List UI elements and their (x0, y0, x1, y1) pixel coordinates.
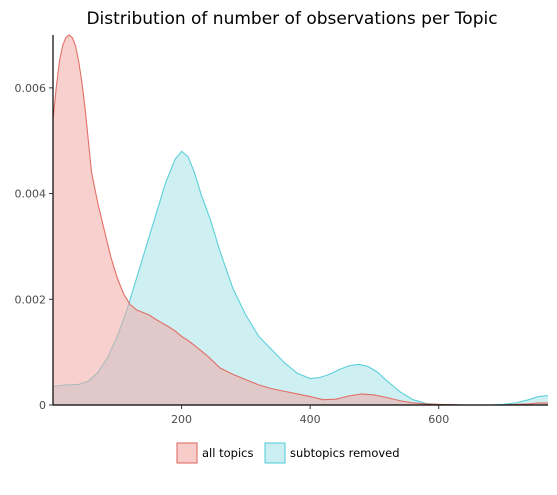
legend: all topics subtopics removed (176, 442, 400, 464)
y-tick-label: 0.002 (15, 293, 47, 306)
legend-label-subtopics-removed: subtopics removed (290, 446, 400, 460)
x-tick-label: 600 (428, 413, 449, 426)
legend-key-all-topics (176, 442, 198, 464)
legend-label-all-topics: all topics (202, 446, 253, 460)
y-tick-label: 0 (39, 399, 46, 412)
y-tick-label: 0.006 (15, 82, 47, 95)
legend-key-subtopics-removed (264, 442, 286, 464)
series-area-all-topics (53, 35, 548, 405)
y-tick-label: 0.004 (15, 188, 47, 201)
series-layer (52, 34, 549, 406)
axis-layer: 0 0.002 0.004 0.006 200 400 600 (15, 35, 548, 426)
x-tick-label: 400 (300, 413, 321, 426)
x-tick-label: 200 (171, 413, 192, 426)
chart-title: Distribution of number of observations p… (86, 9, 497, 29)
series-line-all-topics (52, 34, 548, 406)
